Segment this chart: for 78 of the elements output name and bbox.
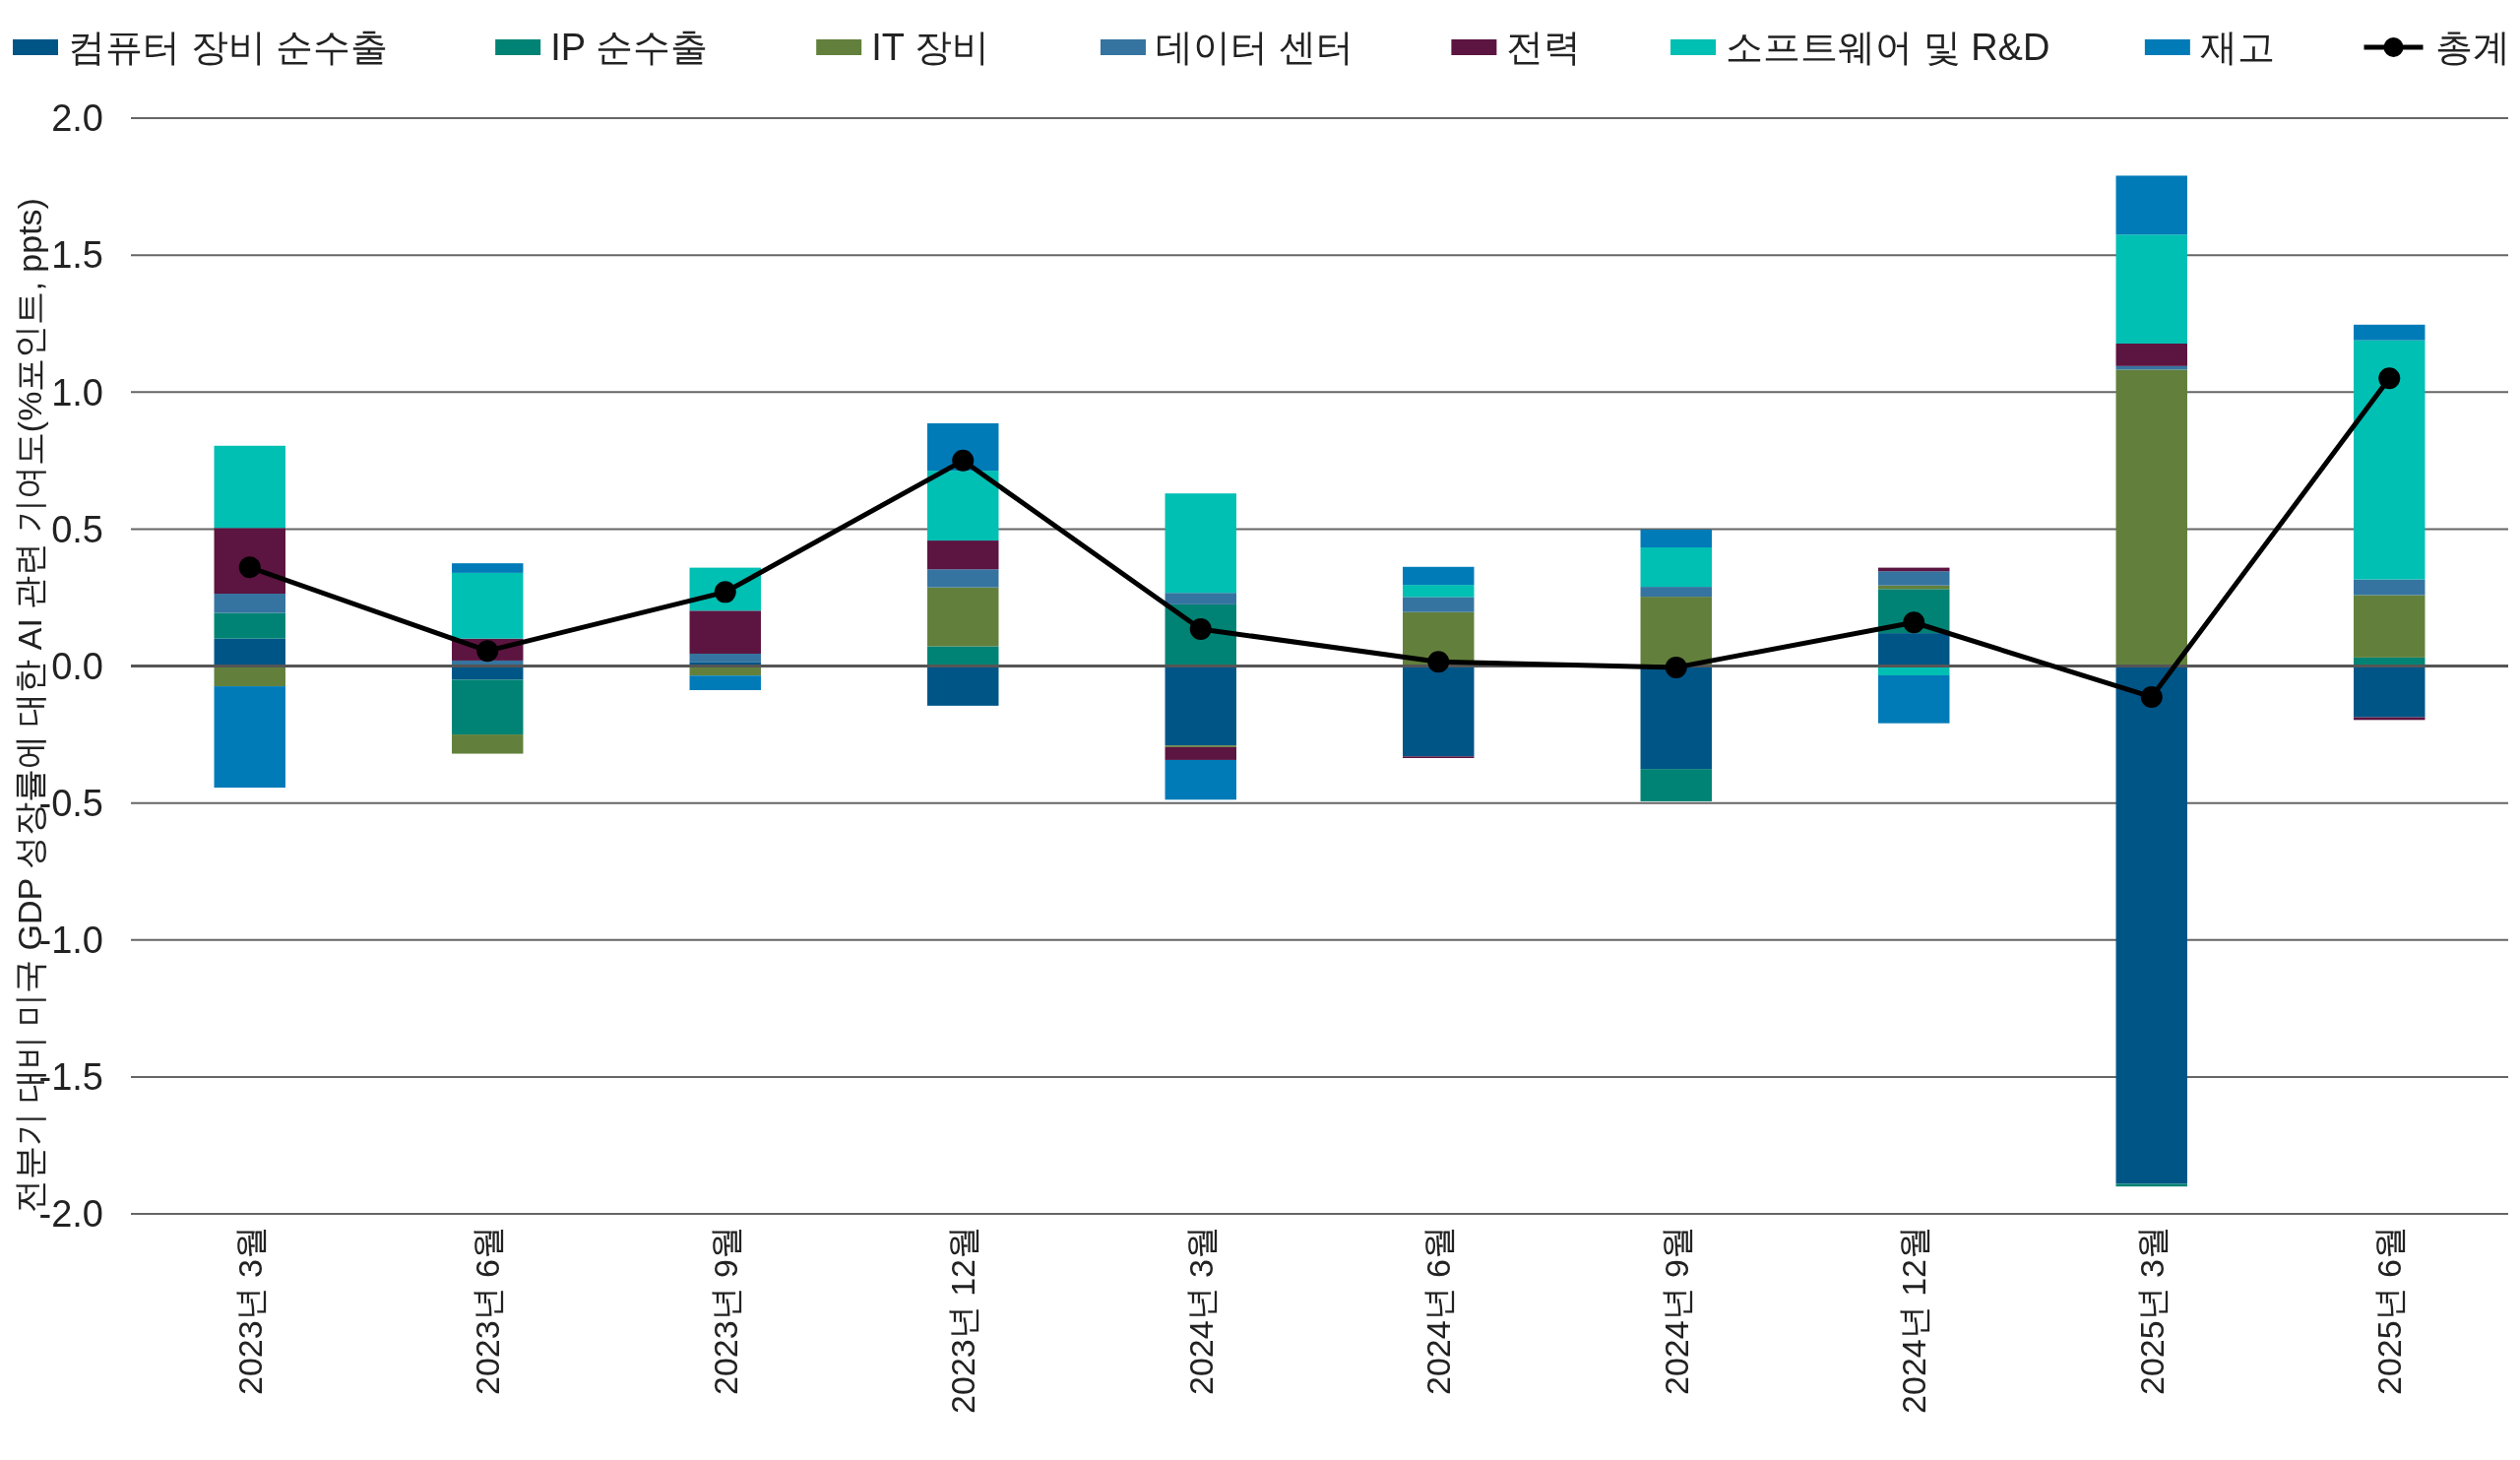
- bar: [214, 666, 285, 687]
- bar: [2115, 344, 2187, 366]
- bar: [214, 612, 285, 639]
- bar: [1878, 571, 1950, 586]
- bar: [927, 540, 999, 570]
- bar: [927, 471, 999, 541]
- bar: [1165, 666, 1236, 746]
- y-tick-label: 1.0: [51, 371, 103, 413]
- bar: [1165, 593, 1236, 604]
- legend-label: IT 장비: [871, 27, 989, 69]
- bar: [1165, 759, 1236, 800]
- bar: [2354, 340, 2426, 580]
- bar: [452, 679, 524, 735]
- bar: [2115, 175, 2187, 235]
- point: [476, 640, 499, 663]
- legend-label: 데이터 센터: [1155, 27, 1354, 69]
- bar: [1403, 585, 1475, 598]
- legend-label: 재고: [2199, 27, 2275, 69]
- bar: [1640, 597, 1712, 667]
- x-tick-label: 2024년 6월: [1419, 1226, 1458, 1395]
- bar: [2354, 595, 2426, 658]
- x-tick-label: 2023년 12월: [944, 1226, 982, 1414]
- point: [1427, 651, 1450, 673]
- bar: [2354, 324, 2426, 341]
- bar: [927, 666, 999, 706]
- bar: [2115, 1183, 2187, 1187]
- bar: [1165, 493, 1236, 594]
- bar: [1403, 597, 1475, 612]
- x-tick-label: 2023년 3월: [230, 1226, 269, 1395]
- bar: [452, 734, 524, 754]
- x-tick-label: 2024년 9월: [1657, 1226, 1695, 1395]
- point: [1665, 656, 1687, 678]
- legend-label: 소프트웨어 및 R&D: [1726, 27, 2050, 69]
- x-tick-label: 2024년 3월: [1181, 1226, 1220, 1395]
- bar: [2115, 369, 2187, 667]
- x-tick-label: 2023년 6월: [469, 1226, 507, 1395]
- x-tick-label: 2025년 3월: [2132, 1226, 2171, 1395]
- bar: [1403, 566, 1475, 586]
- bar: [1403, 666, 1475, 757]
- legend-label: IP 순수출: [550, 27, 708, 69]
- point: [2140, 685, 2163, 708]
- point: [2378, 367, 2401, 390]
- bar: [452, 563, 524, 573]
- bar: [2115, 666, 2187, 1184]
- bar: [927, 587, 999, 647]
- y-tick-label: 0.5: [51, 508, 103, 550]
- bar: [2354, 579, 2426, 596]
- bar: [1640, 666, 1712, 770]
- bar: [214, 686, 285, 789]
- bar: [1640, 547, 1712, 588]
- bar: [2115, 234, 2187, 344]
- legend-label: 컴퓨터 장비 순수출: [68, 27, 389, 69]
- x-tick-label: 2025년 6월: [2370, 1226, 2409, 1395]
- bar: [1640, 529, 1712, 548]
- bar: [927, 646, 999, 667]
- legend-label: 총계: [2434, 27, 2510, 69]
- x-tick-label: 2024년 12월: [1895, 1226, 1933, 1414]
- x-tick-label: 2023년 9월: [706, 1226, 744, 1395]
- bar: [1878, 633, 1950, 667]
- bar: [689, 610, 761, 654]
- bar: [2354, 666, 2426, 718]
- bar: [927, 569, 999, 588]
- bar: [1640, 587, 1712, 598]
- bar: [452, 572, 524, 639]
- bar: [1165, 746, 1236, 760]
- bar: [214, 638, 285, 667]
- bar: [689, 653, 761, 663]
- point: [952, 449, 975, 472]
- bar: [1640, 769, 1712, 801]
- bar: [214, 594, 285, 613]
- legend-label: 전력: [1506, 27, 1582, 69]
- y-tick-label: 0.0: [51, 645, 103, 687]
- y-tick-label: 2.0: [51, 97, 103, 140]
- bar: [1878, 674, 1950, 724]
- point: [1903, 611, 1925, 634]
- bar: [214, 445, 285, 529]
- y-tick-label: 1.5: [51, 234, 103, 277]
- bar: [689, 675, 761, 690]
